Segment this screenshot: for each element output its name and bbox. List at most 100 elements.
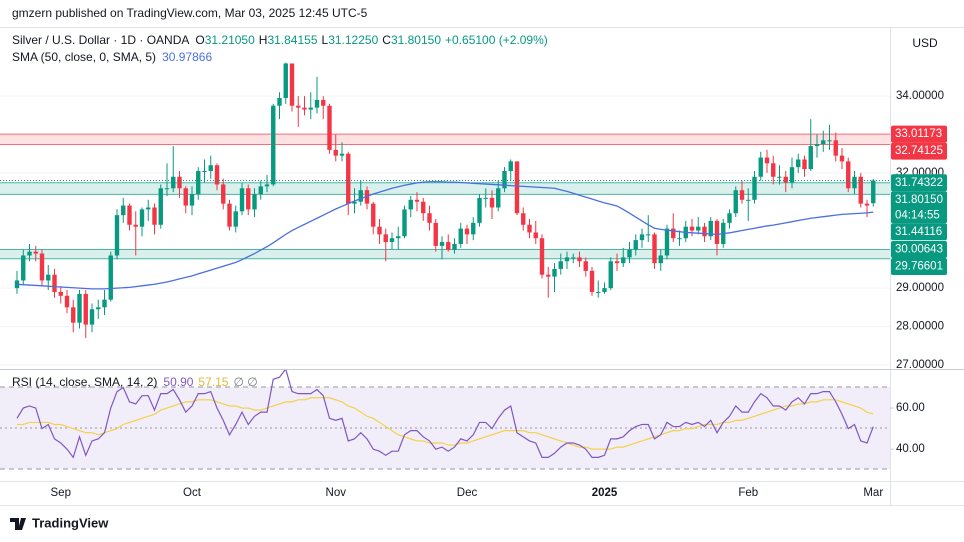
- candle-body: [383, 234, 388, 243]
- sma-name: SMA (50, close, 0, SMA, 5): [12, 50, 156, 64]
- candle-body: [402, 209, 407, 237]
- rsi-tick-label: 40.00: [896, 443, 925, 455]
- rsi-line: [16, 370, 874, 459]
- x-tick-label: Nov: [326, 487, 347, 499]
- candle-body: [577, 257, 582, 262]
- candle-body: [533, 232, 538, 239]
- candle-body: [871, 180, 876, 204]
- candle-body: [183, 188, 188, 206]
- candle-body: [39, 253, 45, 281]
- candle-body: [358, 190, 363, 202]
- candle-body: [452, 243, 457, 250]
- symbol: Silver / U.S. Dollar · 1D · OANDA: [12, 33, 189, 47]
- zone-label: 31.74322: [895, 177, 943, 189]
- axis-label-box: [891, 142, 947, 160]
- rsi-value: 50.90: [163, 375, 193, 389]
- candle-body: [464, 228, 470, 235]
- candle-body: [727, 213, 732, 223]
- currency: USD: [912, 36, 938, 50]
- rsi-sma-line: [17, 397, 874, 450]
- candle-body: [489, 197, 495, 208]
- candle-body: [77, 293, 82, 323]
- candle-body: [52, 274, 57, 292]
- candle-body: [858, 176, 863, 204]
- candle-body: [558, 261, 563, 269]
- candle-body: [477, 197, 482, 223]
- ohlc-value: 31.84155: [267, 33, 317, 47]
- candle-body: [846, 161, 851, 189]
- logo-icon: [10, 518, 26, 530]
- candle-body: [502, 171, 507, 189]
- candle-body: [608, 261, 613, 289]
- candle-body: [208, 165, 213, 172]
- candle-body: [439, 242, 445, 246]
- candle-body: [639, 234, 645, 241]
- candle-body: [708, 220, 713, 237]
- rsi-pane: [0, 370, 890, 470]
- candle-body: [264, 184, 270, 187]
- candle-body: [808, 146, 813, 170]
- candle-body: [564, 257, 570, 262]
- axis-label-box: [891, 125, 947, 143]
- footer-logo: TradingView: [10, 515, 109, 530]
- candle-body: [327, 105, 332, 150]
- sma-line: [16, 181, 874, 290]
- candle-body: [602, 288, 607, 292]
- candle-body: [633, 240, 638, 250]
- candle-body: [689, 226, 695, 231]
- candle-body: [433, 222, 438, 246]
- candle-body: [658, 255, 663, 264]
- candle-body: [471, 222, 476, 235]
- ohlc-label: C: [382, 33, 391, 47]
- candle-body: [427, 213, 432, 223]
- symbol-legend: Silver / U.S. Dollar · 1D · OANDA O31.210…: [12, 33, 548, 47]
- y-tick-label: 34.00000: [896, 90, 944, 102]
- candle-body: [221, 184, 226, 204]
- rsi-name: RSI (14, close, SMA, 14, 2): [12, 375, 157, 389]
- candle-body: [114, 215, 120, 256]
- candle-body: [189, 194, 195, 206]
- zone-label: 31.44116: [895, 226, 942, 238]
- zone-label: 33.01173: [895, 128, 942, 140]
- candle-body: [321, 99, 326, 106]
- candle-body: [621, 257, 626, 264]
- candle-body: [96, 307, 101, 310]
- y-tick-label: 28.00000: [896, 321, 944, 333]
- last-price-label: 31.80150: [895, 194, 943, 206]
- candle-body: [83, 293, 88, 325]
- ohlc-value: 31.21050: [205, 33, 255, 47]
- candle-body: [252, 194, 257, 210]
- price-axis: 34.0000032.0000029.0000028.0000027.00000…: [890, 90, 947, 455]
- candle-body: [527, 224, 532, 233]
- candle-body: [71, 307, 76, 323]
- logo-text: TradingView: [32, 515, 109, 530]
- candle-body: [164, 188, 170, 190]
- y-tick-label: 27.00000: [896, 359, 944, 371]
- candle-body: [333, 149, 338, 156]
- candle-body: [827, 140, 832, 142]
- axis-label-box: [891, 191, 947, 224]
- candle-body: [408, 199, 413, 210]
- candle-body: [614, 261, 620, 264]
- candle-body: [789, 167, 795, 183]
- candle-body: [752, 176, 757, 200]
- candle-body: [458, 228, 463, 244]
- countdown: 04:14:55: [895, 209, 940, 221]
- zone-label: 30.00643: [895, 244, 943, 256]
- candle-body: [227, 203, 232, 227]
- candle-body: [346, 153, 351, 204]
- candle-body: [46, 274, 51, 281]
- candle-body: [546, 274, 551, 277]
- ohlc-label: H: [259, 33, 268, 47]
- candle-body: [746, 199, 751, 201]
- candle-body: [802, 159, 807, 170]
- candle-body: [521, 213, 526, 225]
- candle-body: [514, 161, 520, 214]
- zone: [0, 134, 890, 145]
- candle-body: [102, 299, 107, 308]
- candle-body: [89, 309, 95, 325]
- candles: [0, 62, 890, 339]
- candle-body: [483, 197, 488, 199]
- x-tick-label: Mar: [863, 487, 883, 499]
- candle-body: [414, 199, 420, 202]
